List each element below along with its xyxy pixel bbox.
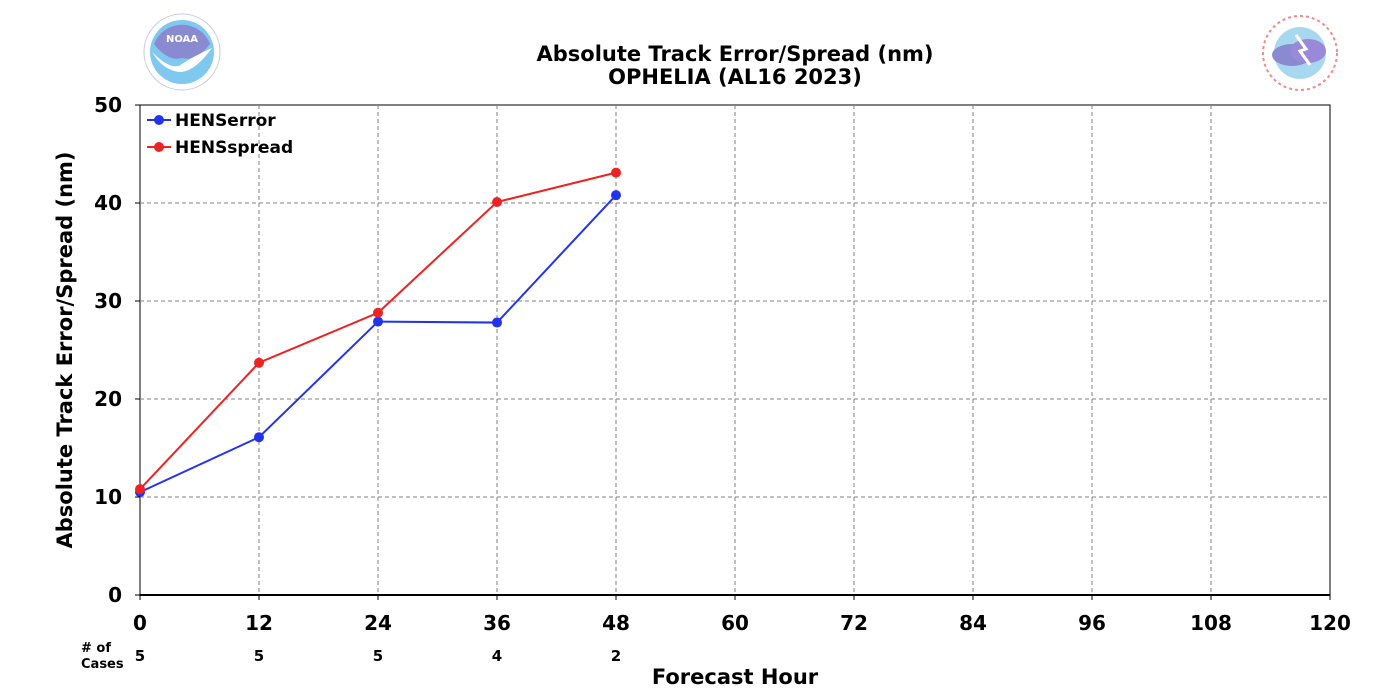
x-tick-label: 24 xyxy=(364,611,392,635)
x-tick-label: 48 xyxy=(602,611,630,635)
legend: HENSerror HENSspread xyxy=(147,111,293,158)
x-tick-label: 84 xyxy=(959,611,987,635)
y-tick-label: 10 xyxy=(94,485,122,509)
x-tick-label: 108 xyxy=(1190,611,1232,635)
grid-lines xyxy=(140,105,1330,595)
data-point-HENSspread xyxy=(135,484,145,495)
legend-label: HENSspread xyxy=(175,138,293,158)
data-point-HENSerror xyxy=(611,190,621,201)
x-tick-label: 36 xyxy=(483,611,511,635)
y-axis-label: Absolute Track Error/Spread (nm) xyxy=(53,151,77,548)
case-count: 5 xyxy=(373,647,383,665)
y-tick-labels: 0 10 20 30 40 50 xyxy=(94,93,140,607)
y-tick-label: 30 xyxy=(94,289,122,313)
chart-subtitle: OPHELIA (AL16 2023) xyxy=(608,65,862,89)
cases-label-line1: # of xyxy=(81,641,111,656)
case-count: 2 xyxy=(611,647,621,665)
legend-item-HENSspread: HENSspread xyxy=(147,138,293,158)
data-point-HENSspread xyxy=(611,167,621,178)
y-tick-label: 50 xyxy=(94,93,122,117)
series-HENSspread xyxy=(135,167,621,495)
series-HENSerror xyxy=(135,190,621,498)
data-point-HENSerror xyxy=(254,432,264,443)
y-tick-label: 0 xyxy=(108,583,122,607)
x-tick-label: 72 xyxy=(840,611,868,635)
x-tick-label: 96 xyxy=(1078,611,1106,635)
x-tick-label: 120 xyxy=(1309,611,1351,635)
x-tick-label: 0 xyxy=(133,611,147,635)
legend-item-HENSerror: HENSerror xyxy=(147,111,276,131)
legend-label: HENSerror xyxy=(175,111,276,131)
noaa-logo-icon: NOAA xyxy=(143,13,221,91)
y-tick-label: 40 xyxy=(94,191,122,215)
case-count: 5 xyxy=(135,647,145,665)
chart-title: Absolute Track Error/Spread (nm) xyxy=(536,42,933,66)
data-point-HENSspread xyxy=(492,197,502,208)
data-point-HENSspread xyxy=(373,307,383,318)
x-tick-labels: 0 12 24 36 48 60 72 84 96 108 120 xyxy=(133,595,1351,635)
legend-swatch-marker xyxy=(154,142,164,152)
case-count: 5 xyxy=(254,647,264,665)
y-tick-label: 20 xyxy=(94,387,122,411)
series-layer xyxy=(135,167,621,498)
nws-logo-icon xyxy=(1262,15,1338,91)
x-tick-label: 60 xyxy=(721,611,749,635)
data-point-HENSspread xyxy=(254,357,264,368)
data-point-HENSerror xyxy=(492,317,502,328)
cases-label-line2: Cases xyxy=(81,657,124,672)
legend-swatch-marker xyxy=(154,115,164,125)
case-count: 4 xyxy=(492,647,502,665)
x-tick-label: 12 xyxy=(245,611,273,635)
cases-counts: 5 5 5 4 2 xyxy=(135,647,621,665)
x-axis-label: Forecast Hour xyxy=(652,665,819,689)
noaa-logo-text: NOAA xyxy=(166,34,198,45)
data-point-HENSerror xyxy=(373,316,383,327)
